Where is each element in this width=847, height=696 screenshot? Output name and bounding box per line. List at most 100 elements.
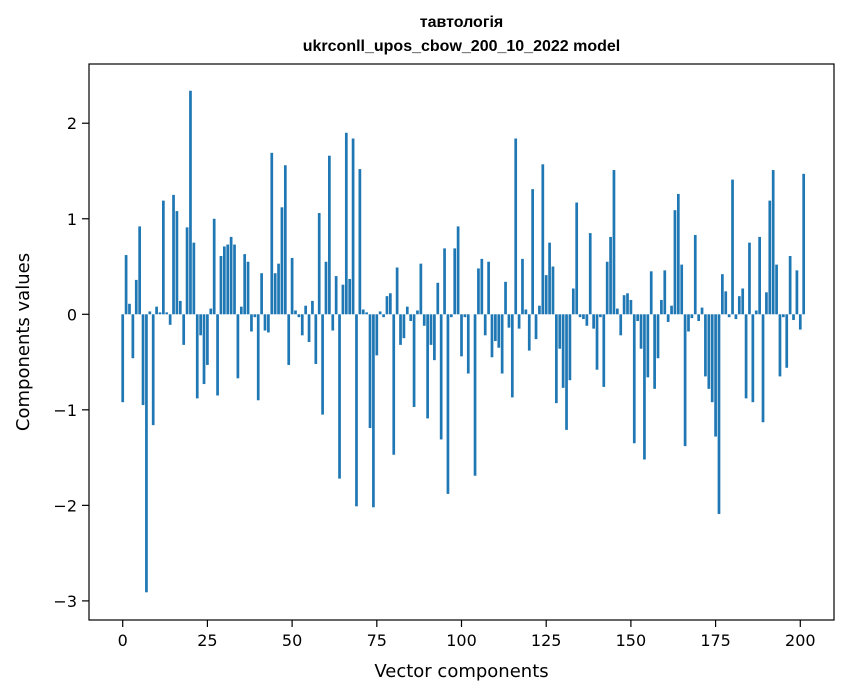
bar bbox=[162, 200, 165, 315]
bar bbox=[521, 258, 524, 315]
bar bbox=[277, 263, 280, 315]
bar bbox=[544, 275, 548, 315]
bar bbox=[612, 170, 616, 315]
bar bbox=[582, 314, 585, 320]
bar bbox=[514, 138, 518, 315]
bar bbox=[341, 284, 345, 315]
bar bbox=[128, 303, 131, 315]
x-tick-label: 75 bbox=[367, 631, 387, 650]
bar bbox=[771, 170, 775, 315]
bar bbox=[138, 226, 142, 315]
bar bbox=[134, 279, 138, 315]
bar bbox=[538, 305, 541, 315]
bar bbox=[182, 314, 186, 345]
bar bbox=[365, 312, 368, 315]
bar bbox=[311, 300, 314, 315]
bar bbox=[433, 314, 436, 361]
bar bbox=[121, 314, 125, 403]
bar bbox=[405, 306, 409, 315]
bar bbox=[358, 169, 362, 315]
bar bbox=[256, 314, 260, 401]
bar bbox=[395, 267, 399, 315]
x-axis-label: Vector components bbox=[374, 661, 548, 682]
bar bbox=[287, 314, 291, 365]
bar bbox=[517, 314, 521, 329]
bar bbox=[754, 310, 758, 315]
bar bbox=[321, 314, 324, 415]
bar bbox=[297, 314, 301, 318]
bar bbox=[734, 314, 738, 320]
bar bbox=[436, 282, 440, 315]
bar bbox=[243, 254, 247, 315]
bar bbox=[460, 314, 463, 357]
bar bbox=[155, 306, 158, 315]
bar bbox=[487, 261, 490, 315]
bar bbox=[802, 173, 806, 315]
bar bbox=[666, 314, 670, 322]
bar bbox=[294, 310, 297, 315]
bar bbox=[273, 273, 277, 315]
bar bbox=[676, 193, 680, 315]
x-tick-label: 150 bbox=[616, 631, 647, 650]
bar bbox=[131, 314, 135, 359]
bar bbox=[707, 314, 711, 389]
bar bbox=[531, 189, 535, 315]
bar bbox=[717, 314, 721, 514]
chart-subtitle: ukrconll_upos_cbow_200_10_2022 model bbox=[303, 38, 620, 55]
bar bbox=[704, 314, 707, 377]
bar bbox=[304, 305, 308, 315]
bar bbox=[748, 242, 751, 315]
bar bbox=[670, 305, 673, 315]
bar bbox=[588, 233, 592, 315]
bar bbox=[758, 236, 761, 315]
bar bbox=[710, 314, 714, 403]
bar bbox=[290, 257, 294, 315]
bar bbox=[571, 288, 575, 315]
bar bbox=[253, 314, 257, 318]
bar bbox=[609, 236, 612, 315]
bar bbox=[680, 264, 684, 315]
bar bbox=[751, 314, 755, 403]
x-tick-label: 175 bbox=[700, 631, 731, 650]
bar bbox=[639, 314, 643, 349]
bar bbox=[480, 258, 484, 315]
bar bbox=[534, 314, 538, 340]
bar bbox=[737, 296, 741, 315]
bar bbox=[744, 314, 748, 399]
bar bbox=[473, 314, 477, 476]
bar bbox=[178, 300, 182, 315]
bar bbox=[477, 268, 480, 315]
bar bbox=[483, 314, 487, 336]
bar bbox=[419, 263, 423, 315]
y-tick-label: −2 bbox=[53, 496, 77, 515]
bar bbox=[795, 270, 799, 315]
bar bbox=[555, 314, 558, 404]
y-tick-label: 1 bbox=[67, 210, 77, 229]
y-axis-label: Components values bbox=[13, 253, 34, 431]
bar bbox=[490, 314, 494, 358]
bar bbox=[697, 314, 701, 321]
bar bbox=[375, 314, 379, 356]
bar bbox=[629, 299, 633, 315]
bar bbox=[158, 312, 162, 315]
bar bbox=[463, 314, 467, 318]
bar bbox=[226, 244, 230, 315]
bar bbox=[409, 314, 413, 321]
bar bbox=[453, 248, 457, 315]
bar bbox=[524, 309, 528, 315]
bar bbox=[267, 314, 270, 333]
bar bbox=[331, 314, 335, 331]
bar bbox=[239, 306, 243, 315]
bar bbox=[270, 152, 274, 315]
bar bbox=[361, 309, 365, 315]
bar bbox=[388, 293, 392, 315]
bar bbox=[250, 314, 253, 332]
bar bbox=[778, 314, 782, 377]
bar bbox=[192, 242, 196, 315]
bar bbox=[175, 211, 179, 315]
bar bbox=[233, 244, 236, 315]
bar bbox=[429, 314, 433, 345]
bar bbox=[307, 314, 311, 342]
bar bbox=[731, 179, 734, 315]
bar bbox=[372, 314, 375, 508]
